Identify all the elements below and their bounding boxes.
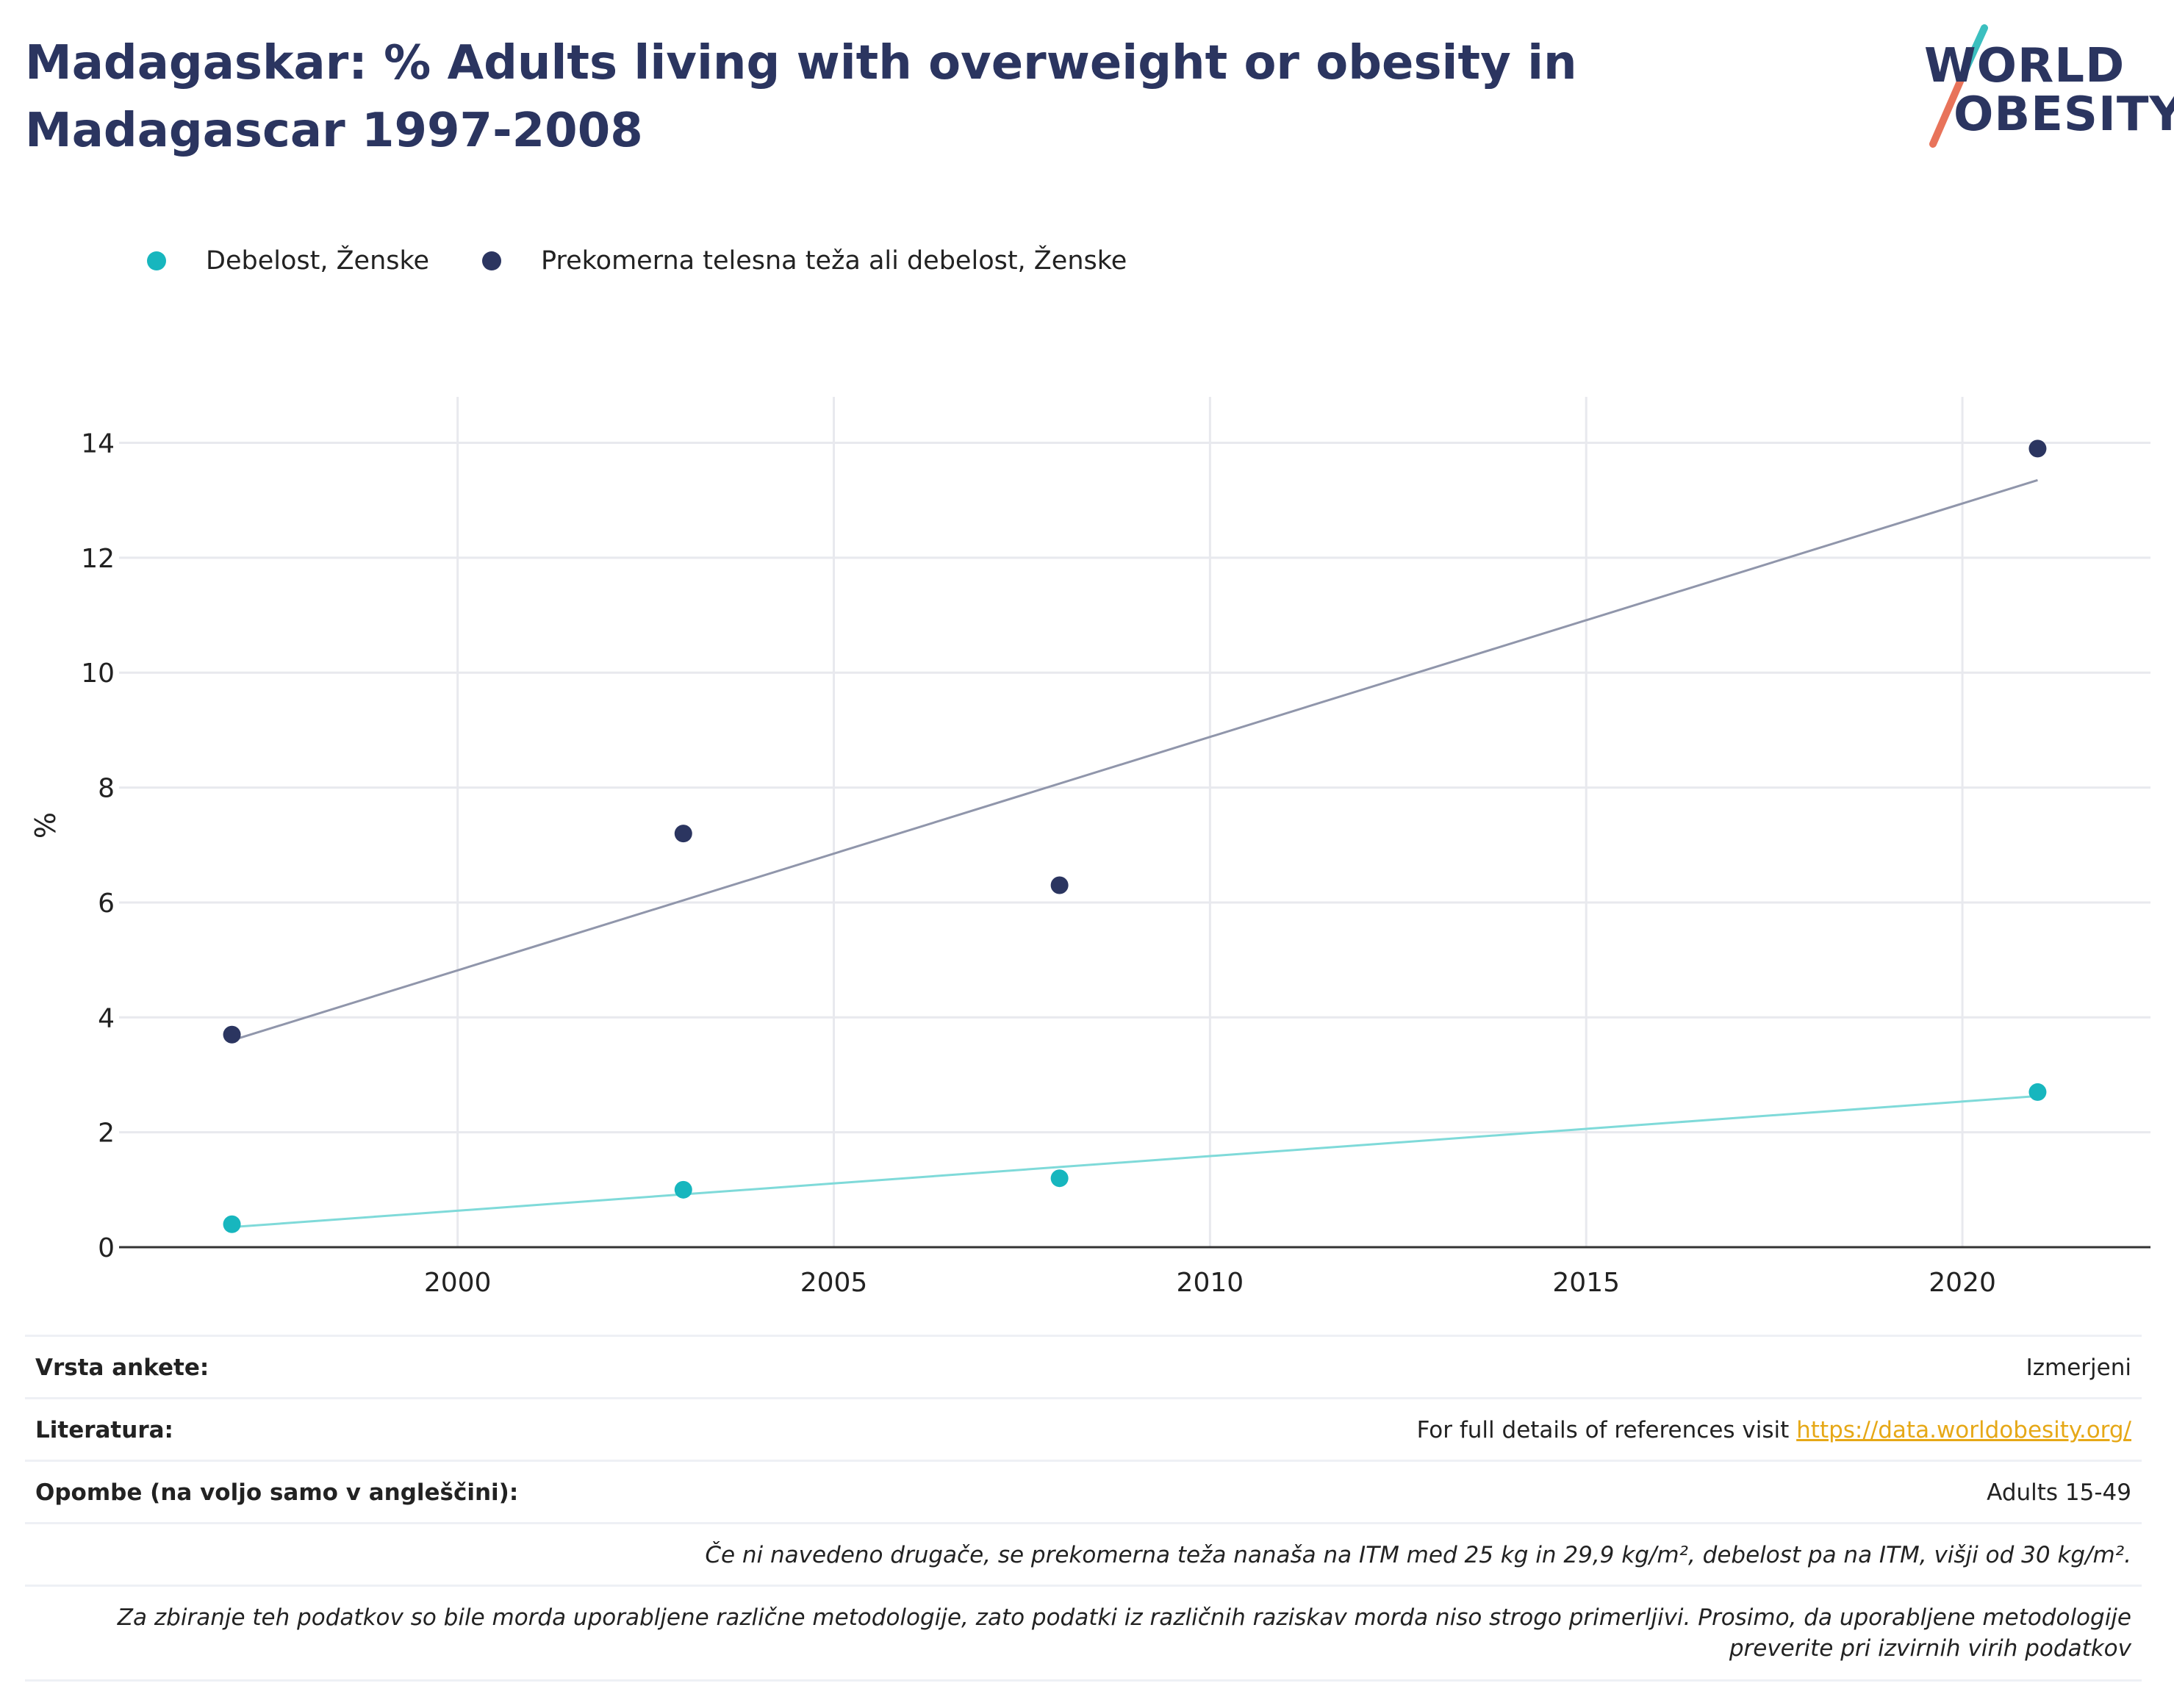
table-row-survey-type: Vrsta ankete: Izmerjeni: [25, 1335, 2142, 1397]
notes-value: Adults 15-49: [1987, 1479, 2131, 1506]
x-tick-label: 2005: [800, 1268, 868, 1298]
table-row-methods-note: Za zbiranje teh podatkov so bile morda u…: [25, 1585, 2142, 1682]
methods-note-line-2: preverite pri izvirnih virih podatkov: [1729, 1635, 2131, 1662]
literature-value: For full details of references visit htt…: [1417, 1417, 2131, 1443]
y-tick-label: 12: [81, 544, 115, 574]
trend-line: [232, 478, 2038, 1042]
y-axis-label: %: [29, 811, 62, 839]
legend-marker-overweight: [482, 251, 501, 270]
y-tick-label: 0: [98, 1233, 115, 1263]
data-point: [674, 825, 692, 843]
y-tick-label: 10: [81, 659, 115, 689]
info-table: Vrsta ankete: Izmerjeni Literatura: For …: [25, 1335, 2142, 1682]
table-row-bmi-note: Če ni navedeno drugače, se prekomerna te…: [25, 1522, 2142, 1585]
x-tick-label: 2020: [1929, 1268, 1996, 1298]
data-point: [1050, 876, 1069, 894]
data-point: [223, 1025, 241, 1044]
logo-slash-icon: [1929, 24, 1988, 148]
y-tick-label: 6: [98, 889, 115, 919]
legend-label-overweight: Prekomerna telesna teža ali debelost, Že…: [541, 246, 1127, 276]
bmi-note: Če ni navedeno drugače, se prekomerna te…: [705, 1542, 2131, 1568]
legend-marker-obesity: [147, 251, 166, 270]
literature-text: For full details of references visit: [1416, 1417, 1797, 1443]
y-tick-label: 2: [98, 1119, 115, 1149]
x-tick-label: 2000: [424, 1268, 492, 1298]
scatter-chart: 2000 2005 2010 2015 2020 0 2 4 6 8 10 12 14: [81, 397, 2150, 1298]
x-tick-label: 2015: [1552, 1268, 1620, 1298]
survey-type-label: Vrsta ankete:: [35, 1354, 209, 1381]
data-point: [674, 1180, 692, 1199]
data-point: [223, 1215, 241, 1233]
survey-type-value: Izmerjeni: [2026, 1354, 2131, 1381]
trend-line: [232, 1094, 2038, 1229]
methods-note-line-1: Za zbiranje teh podatkov so bile morda u…: [117, 1604, 2131, 1631]
literature-label: Literatura:: [35, 1417, 173, 1443]
data-point: [1050, 1169, 1069, 1188]
y-tick-label: 8: [98, 774, 115, 804]
data-point: [2028, 439, 2047, 458]
world-obesity-logo: WORLD OBESITY: [1917, 21, 2174, 160]
table-row-literature: Literatura: For full details of referenc…: [25, 1397, 2142, 1460]
logo-line-1: WORLD: [1924, 39, 2125, 93]
data-point: [2028, 1083, 2047, 1101]
x-tick-label: 2010: [1177, 1268, 1244, 1298]
logo-line-2: OBESITY: [1954, 87, 2174, 142]
y-tick-label: 4: [98, 1003, 115, 1033]
literature-link[interactable]: https://data.worldobesity.org/: [1796, 1417, 2131, 1443]
page-title: Madagaskar: % Adults living with overwei…: [25, 36, 1577, 158]
y-tick-label: 14: [81, 429, 115, 459]
legend-label-obesity: Debelost, Ženske: [206, 246, 430, 276]
table-row-notes: Opombe (na voljo samo v angleščini): Adu…: [25, 1460, 2142, 1522]
notes-label: Opombe (na voljo samo v angleščini):: [35, 1479, 519, 1506]
